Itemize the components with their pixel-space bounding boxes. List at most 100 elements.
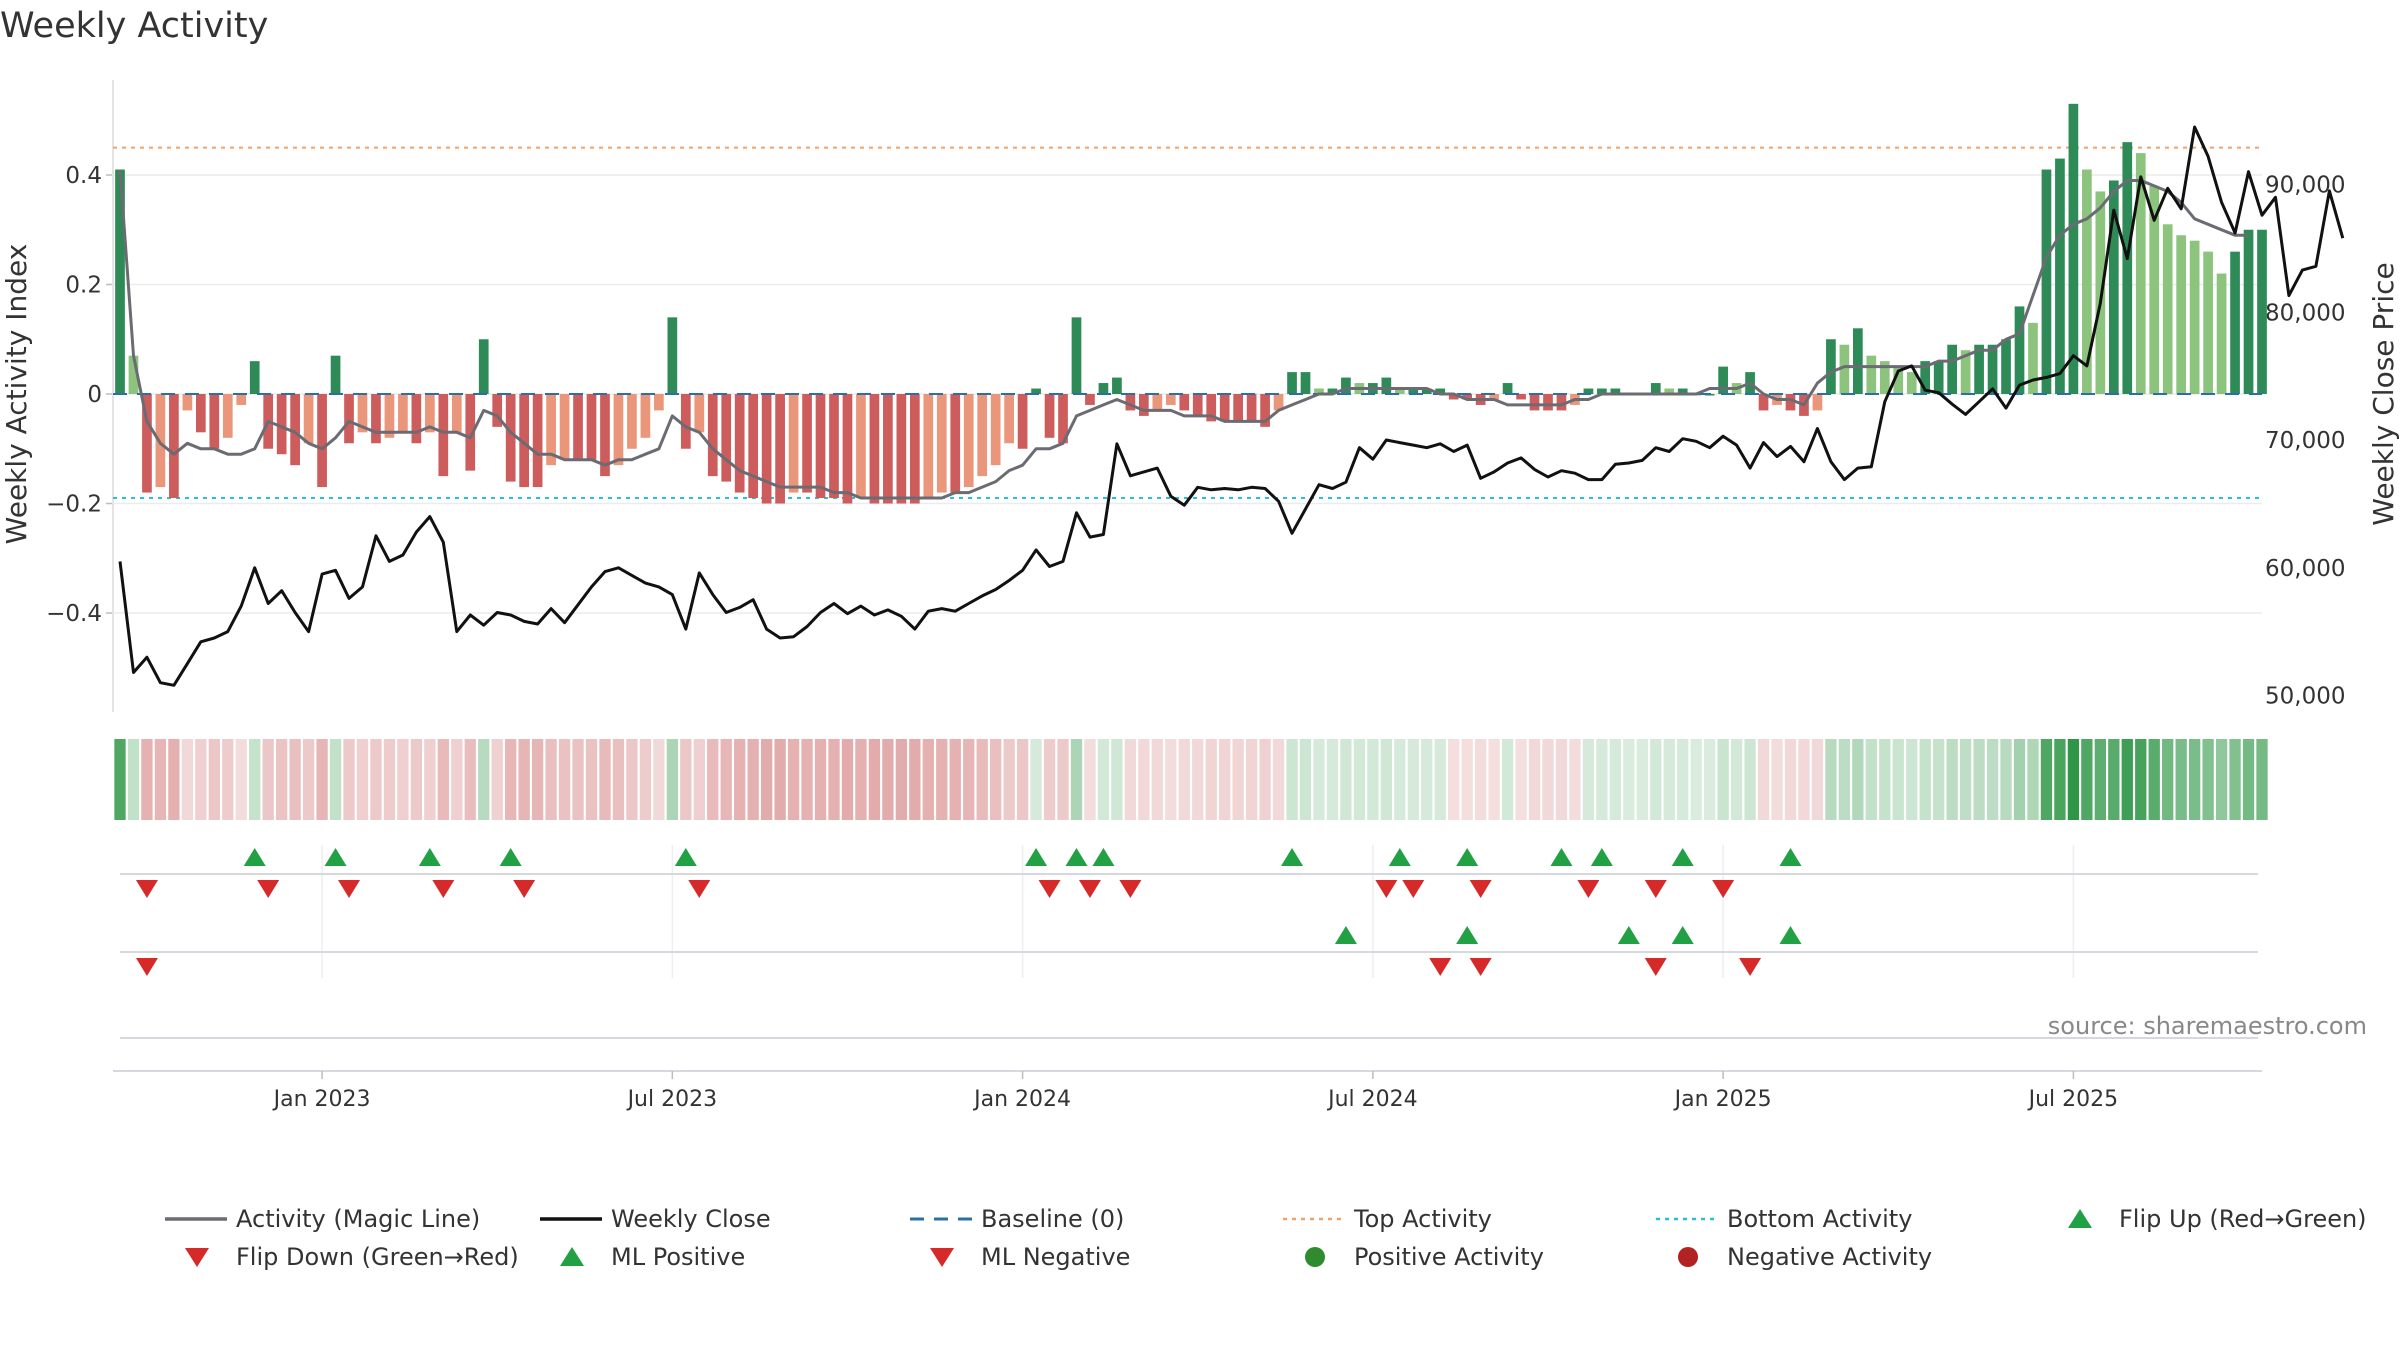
y-tick-label-left: 0: [87, 382, 102, 408]
activity-bar: [236, 394, 247, 405]
heat-cell: [1219, 739, 1231, 820]
activity-bar: [936, 394, 947, 493]
legend-swatch-triangle-up: [2068, 1209, 2092, 1228]
flip-up-marker: [418, 848, 441, 866]
activity-bar: [667, 317, 678, 394]
heat-cell: [1394, 739, 1406, 820]
heat-cell: [1192, 739, 1204, 820]
activity-bar: [2135, 153, 2146, 394]
heat-cell: [383, 739, 396, 820]
heat-cell: [1892, 739, 1904, 820]
heat-cell: [154, 739, 167, 820]
activity-bar: [330, 355, 341, 394]
heat-cell: [895, 739, 908, 820]
heat-cell: [316, 739, 328, 820]
activity-bar: [1879, 361, 1890, 394]
activity-bar: [1677, 388, 1688, 394]
flip-up-marker: [1456, 848, 1479, 866]
activity-bar: [2149, 185, 2160, 394]
activity-bar: [1314, 388, 1324, 394]
activity-bar: [2230, 251, 2240, 394]
heat-cell: [1959, 739, 1972, 820]
heat-cell: [572, 739, 584, 820]
heat-cell: [114, 739, 126, 820]
activity-bar: [1987, 344, 1998, 394]
flip-down-marker: [1038, 880, 1061, 898]
heat-cell: [1340, 739, 1352, 820]
heat-cell: [2148, 739, 2160, 820]
activity-bar: [2082, 169, 2092, 394]
activity-bar: [923, 394, 934, 499]
heat-cell: [1474, 739, 1487, 820]
ml-positive-marker: [1779, 926, 1802, 944]
activity-bar: [492, 394, 503, 427]
flip-down-marker: [432, 880, 455, 898]
heat-cell: [1677, 739, 1689, 820]
y-axis-label-right: Weekly Close Price: [2367, 262, 2400, 525]
activity-bar: [1543, 394, 1553, 411]
heat-cell: [653, 739, 665, 820]
activity-bar: [2203, 251, 2213, 394]
y-tick-label-left: 0.2: [65, 273, 102, 299]
legend-label: Activity (Magic Line): [236, 1205, 480, 1233]
heat-cell: [2162, 739, 2174, 820]
y-tick-label-right: 90,000: [2265, 173, 2345, 199]
activity-bar: [505, 394, 516, 482]
heat-cell: [612, 739, 625, 820]
activity-bar: [1650, 383, 1661, 394]
heat-cell: [1542, 739, 1554, 820]
heat-cell: [1326, 739, 1339, 820]
activity-bar: [748, 394, 759, 499]
source-note: source: sharemaestro.com: [2048, 1012, 2367, 1040]
ml-positive-marker: [1671, 926, 1694, 944]
heat-cell: [868, 739, 881, 820]
legend-item: Weekly Close: [540, 1205, 771, 1233]
legend-item: ML Positive: [560, 1243, 745, 1271]
flip-down-marker: [1644, 880, 1667, 898]
activity-bar: [1718, 366, 1728, 394]
flip-down-marker: [1119, 880, 1142, 898]
heat-cell: [262, 739, 274, 820]
flip-down-marker: [1402, 880, 1425, 898]
legend-label: Top Activity: [1353, 1205, 1492, 1233]
flip-up-marker: [324, 848, 347, 866]
heat-cell: [437, 739, 449, 820]
activity-bar: [869, 394, 880, 504]
activity-bar: [788, 394, 799, 493]
heat-cell: [639, 739, 652, 820]
heat-cell: [1488, 739, 1500, 820]
activity-bar: [2108, 180, 2119, 394]
heat-cell: [370, 739, 382, 820]
activity-bar: [371, 394, 381, 444]
heat-cell: [1313, 739, 1325, 820]
activity-bar: [1812, 394, 1823, 411]
activity-bar: [1381, 377, 1392, 394]
heat-cell: [505, 739, 517, 820]
legend: Activity (Magic Line) Weekly Close Baselin…: [165, 1205, 2367, 1271]
activity-bar: [694, 394, 705, 433]
heat-cell: [2215, 739, 2228, 820]
heat-cell: [2135, 739, 2147, 820]
flip-down-marker: [513, 880, 536, 898]
heat-cell: [2054, 739, 2066, 820]
activity-bar: [1435, 388, 1446, 394]
activity-bar: [1852, 328, 1863, 394]
activity-bar: [1758, 394, 1769, 411]
y-tick-label-right: 50,000: [2265, 684, 2345, 710]
activity-bar: [1165, 394, 1176, 405]
heat-cell: [1717, 739, 1729, 820]
heat-cell: [1232, 739, 1244, 820]
activity-bar: [1597, 388, 1607, 394]
heat-cell: [1501, 739, 1514, 820]
heat-cell: [1097, 739, 1110, 820]
activity-bar: [195, 394, 206, 433]
flip-up-marker: [499, 848, 522, 866]
flip-down-marker: [257, 880, 280, 898]
heat-cell: [693, 739, 705, 820]
activity-bar: [1502, 383, 1513, 394]
activity-bar: [1933, 361, 1944, 394]
x-tick-label: Jul 2023: [626, 1087, 718, 1112]
heat-cell: [181, 739, 194, 820]
flip-up-marker: [1388, 848, 1411, 866]
legend-label: Baseline (0): [981, 1205, 1124, 1233]
